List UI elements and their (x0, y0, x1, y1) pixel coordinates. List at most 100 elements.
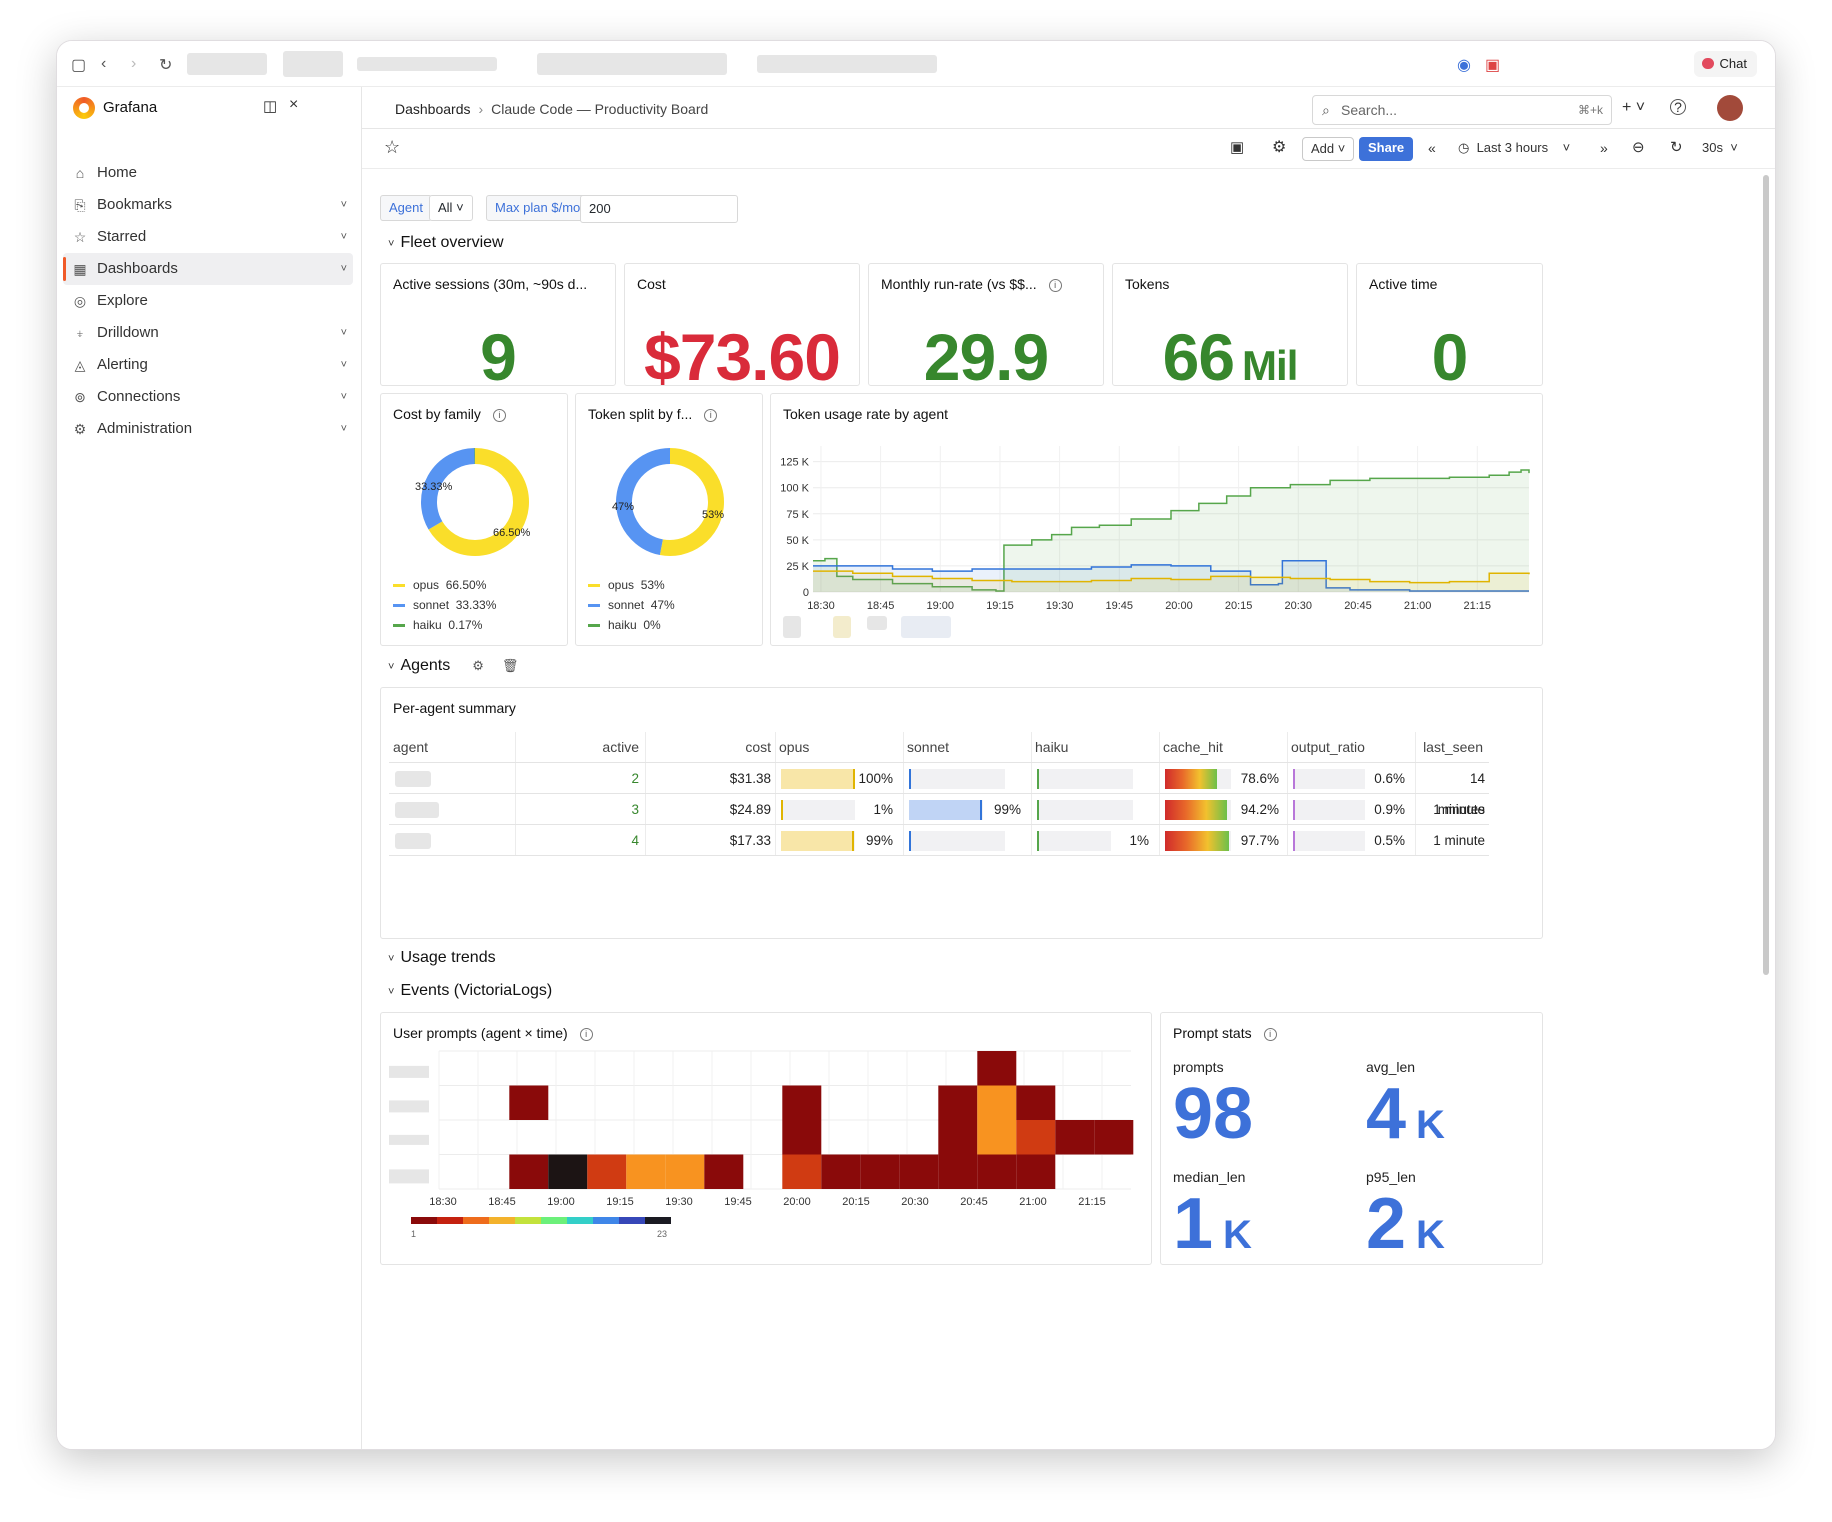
heatmap-cell[interactable] (1016, 1120, 1056, 1155)
row-fleet-overview[interactable]: ˅ Fleet overview (388, 234, 504, 251)
sidebar-item-bookmarks[interactable]: ⎘ Bookmarks ˅ (63, 189, 353, 221)
refresh-interval-picker[interactable]: 30s ˅ (1702, 140, 1738, 155)
chevron-down-icon[interactable]: ˅ (340, 263, 347, 275)
heatmap-cell[interactable] (977, 1120, 1017, 1155)
chevron-down-icon[interactable]: ˅ (340, 327, 347, 339)
column-header-agent[interactable]: agent (393, 739, 429, 755)
plan-variable-input[interactable]: 200 (580, 195, 738, 223)
heatmap-cell[interactable] (509, 1085, 549, 1121)
sidebar-item-home[interactable]: ⌂ Home (63, 157, 353, 189)
info-icon[interactable]: i (704, 409, 718, 422)
sidebar-item-explore[interactable]: ◎ Explore (63, 285, 353, 317)
donut-slice-opus[interactable] (428, 448, 529, 556)
legend-item[interactable]: opus 53% (588, 578, 665, 592)
legend-item[interactable]: haiku 0.17% (393, 618, 482, 632)
row-settings-gear-icon[interactable]: ⚙ (472, 658, 484, 673)
scrollbar[interactable] (1763, 175, 1769, 975)
column-header-opus[interactable]: opus (779, 739, 810, 755)
help-icon[interactable]: ? (1670, 99, 1686, 115)
column-header-last_seen[interactable]: last_seen (1423, 739, 1483, 755)
legend-item[interactable]: opus 66.50% (393, 578, 486, 592)
time-forward-icon[interactable]: » (1600, 140, 1608, 156)
legend-item[interactable]: sonnet 33.33% (393, 598, 496, 612)
sidebar-item-administration[interactable]: ⚙ Administration ˅ (63, 413, 353, 445)
chevron-down-icon[interactable]: ˅ (340, 199, 347, 211)
extension-icon[interactable]: ▣ (1485, 57, 1501, 74)
chevron-down-icon[interactable]: ˅ (340, 391, 347, 403)
legend-item[interactable]: sonnet 47% (588, 598, 675, 612)
sidebar-item-drilldown[interactable]: ⍖ Drilldown ˅ (63, 317, 353, 349)
column-header-output_ratio[interactable]: output_ratio (1291, 739, 1365, 755)
column-header-cost[interactable]: cost (745, 739, 771, 755)
heatmap-cell[interactable] (548, 1154, 588, 1190)
reload-icon[interactable]: ↻ (159, 57, 173, 74)
share-button[interactable]: Share (1359, 137, 1414, 161)
forward-icon[interactable]: › (131, 55, 137, 72)
heatmap-cell[interactable] (938, 1120, 978, 1155)
heatmap-cell[interactable] (860, 1154, 900, 1190)
close-icon[interactable]: × (289, 96, 299, 113)
column-header-cache_hit[interactable]: cache_hit (1163, 739, 1223, 755)
avatar[interactable] (1717, 95, 1743, 121)
heatmap-cell[interactable] (665, 1154, 705, 1190)
info-icon[interactable]: i (492, 409, 506, 422)
table-row[interactable]: 4 $17.33 99% 1% 97.7% 0.5% 1 minute (389, 824, 1489, 855)
settings-gear-icon[interactable]: ⚙ (1272, 139, 1287, 156)
heatmap-cell[interactable] (977, 1085, 1017, 1121)
heatmap-cell[interactable] (782, 1120, 822, 1155)
heatmap-cell[interactable] (821, 1154, 861, 1190)
refresh-icon[interactable]: ↻ (1670, 139, 1683, 156)
column-header-haiku[interactable]: haiku (1035, 739, 1069, 755)
series-line[interactable] (813, 469, 1530, 592)
search-input[interactable]: ⌕ Search... ⌘+k (1312, 95, 1612, 125)
chat-button[interactable]: Chat (1693, 51, 1757, 77)
heatmap-cell[interactable] (938, 1154, 978, 1190)
heatmap-cell[interactable] (1016, 1154, 1056, 1190)
star-icon[interactable]: ☆ (384, 137, 401, 157)
agent-variable-select[interactable]: All ˅ (429, 195, 473, 221)
back-icon[interactable]: ‹ (101, 55, 107, 72)
series-line[interactable] (813, 559, 1529, 592)
time-picker[interactable]: ◷ Last 3 hours ˅ (1458, 140, 1571, 155)
heatmap-cell[interactable] (782, 1085, 822, 1121)
new-icon[interactable]: + ˅ (1622, 99, 1646, 116)
sidebar-item-starred[interactable]: ☆ Starred ˅ (63, 221, 353, 253)
donut-slice-sonnet[interactable] (616, 448, 671, 556)
breadcrumb-root[interactable]: Dashboards (395, 101, 471, 117)
sidebar-toggle-icon[interactable]: ▢ (71, 57, 87, 74)
heatmap-cell[interactable] (782, 1154, 822, 1190)
add-button[interactable]: Add ˅ (1302, 137, 1355, 161)
sidebar-item-dashboards[interactable]: ▦ Dashboards ˅ (63, 253, 353, 285)
grafana-logo-icon[interactable] (73, 97, 95, 119)
table-row[interactable]: 3 $24.89 1% 99% 94.2% 0.9% 1 minute (389, 793, 1489, 824)
chevron-down-icon[interactable]: ˅ (340, 423, 347, 435)
heatmap-cell[interactable] (587, 1154, 627, 1190)
heatmap-cell[interactable] (977, 1154, 1017, 1190)
sidebar-item-alerting[interactable]: ◬ Alerting ˅ (63, 349, 353, 381)
heatmap-cell[interactable] (899, 1154, 939, 1190)
row-events[interactable]: ˅ Events (VictoriaLogs) (388, 982, 553, 999)
info-icon[interactable]: i (579, 1028, 593, 1041)
heatmap-cell[interactable] (977, 1051, 1017, 1086)
extension-icon[interactable]: ◉ (1457, 57, 1471, 74)
chevron-down-icon[interactable]: ˅ (340, 231, 347, 243)
donut-slice-sonnet[interactable] (421, 448, 475, 530)
save-icon[interactable]: ▣ (1230, 139, 1245, 156)
heatmap-cell[interactable] (1016, 1085, 1056, 1121)
row-usage-trends[interactable]: ˅ Usage trends (388, 949, 496, 966)
column-header-sonnet[interactable]: sonnet (907, 739, 950, 755)
heatmap-cell[interactable] (1055, 1120, 1095, 1155)
dock-icon[interactable]: ◫ (263, 98, 278, 115)
heatmap-cell[interactable] (509, 1154, 549, 1190)
chevron-down-icon[interactable]: ˅ (340, 359, 347, 371)
zoom-out-icon[interactable]: ⊖ (1632, 139, 1645, 156)
heatmap-cell[interactable] (938, 1085, 978, 1121)
table-row[interactable]: 2 $31.38 100% 78.6% 0.6% 14 minutes (389, 762, 1489, 817)
heatmap-cell[interactable] (1094, 1120, 1134, 1155)
series-line[interactable] (813, 570, 1530, 584)
heatmap-cell[interactable] (626, 1154, 666, 1190)
legend-item[interactable]: haiku 0% (588, 618, 661, 632)
heatmap-cell[interactable] (704, 1154, 744, 1190)
info-icon[interactable]: i (1263, 1028, 1277, 1041)
info-icon[interactable]: i (1048, 279, 1062, 292)
